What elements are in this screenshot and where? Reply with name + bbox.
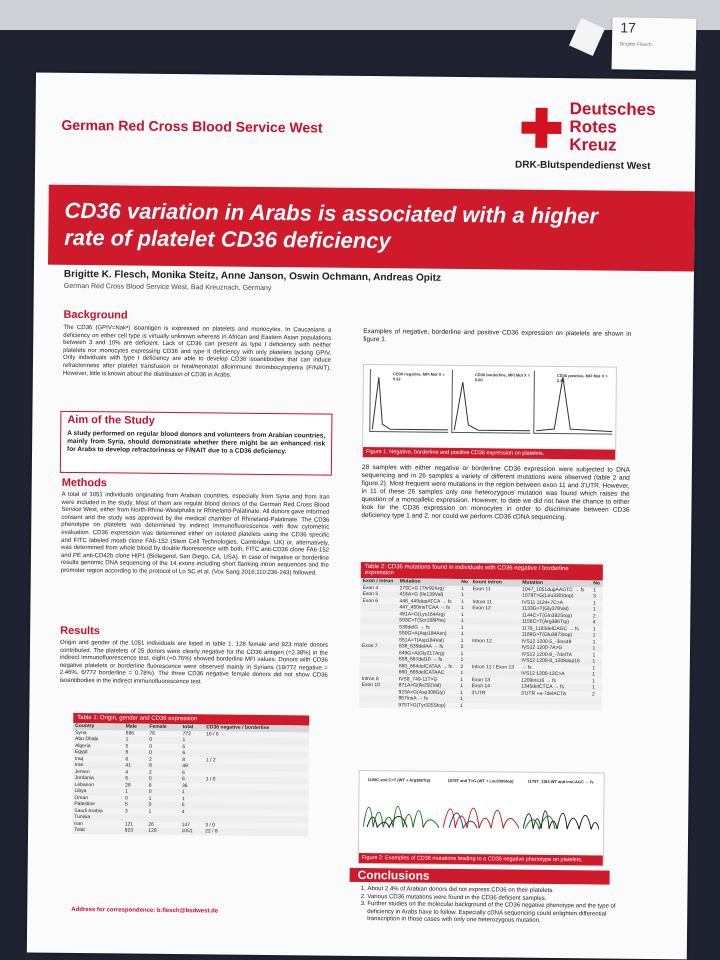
logo-subtitle: DRK-Blutspendedienst West xyxy=(515,159,651,172)
table-cell xyxy=(589,703,602,711)
table-cell: 447_450insTCAA → fs xyxy=(399,604,451,611)
conclusions-band: Conclusions xyxy=(349,867,610,885)
histogram-borderline: CD36 borderline, MFI Mol X = 0.60 xyxy=(451,369,531,434)
table-cell xyxy=(518,703,590,711)
correspondence-address: Address for correspondence: b.flesch@bsd… xyxy=(71,906,219,915)
poster-number: 17 xyxy=(620,19,636,36)
table-cell: 1051 xyxy=(181,828,193,835)
figure-1-caption: Figure 1: Negative, borderline and posit… xyxy=(363,446,616,460)
background-heading: Background xyxy=(63,308,128,322)
table-cell xyxy=(359,701,397,709)
methods-text: A total of 1051 individuals originating … xyxy=(60,491,330,577)
results-heading: Results xyxy=(60,624,100,638)
chromatogram-3: 1179T_1183 WT and insCAGC → fs xyxy=(522,779,600,836)
table-cell: 1 xyxy=(457,702,470,710)
histogram-positive: CD36 positive, MFI Mol X = 2.46 xyxy=(533,370,613,435)
table-cell: 923 xyxy=(124,827,134,834)
conclusion-item: Further studies on the molecular backgro… xyxy=(367,901,617,926)
aim-text: A study performed on regular blood donor… xyxy=(67,429,326,456)
histogram-negative-curve xyxy=(371,377,449,431)
histogram-negative: CD36 negative, MFI Mol X = 0.32 xyxy=(369,369,449,433)
poster-number-tag: 17 Brigitte Flesch xyxy=(611,17,697,71)
conclusions-heading: Conclusions xyxy=(357,867,430,883)
sequencing-text: 28 samples with either negative or borde… xyxy=(361,463,630,522)
red-cross-logo-icon xyxy=(521,107,562,148)
table-header-cell: Exon / intron xyxy=(360,577,398,585)
table-cell: Total xyxy=(74,826,85,834)
table-2: Table 2: CD36 mutations found in individ… xyxy=(359,561,603,711)
figure-1: CD36 negative, MFI Mol X = 0.32 CD36 bor… xyxy=(361,363,617,461)
table-row: 975T>G(Tyr325Stop) 1 xyxy=(359,701,602,711)
table-cell xyxy=(469,702,519,710)
aim-box: Aim of the Study A study performed on re… xyxy=(59,410,333,476)
table-2-body: Exon 4 275C>G (Thr92Arg) 1 Exon 11 1047_1051… xyxy=(359,584,603,711)
methods-heading: Methods xyxy=(61,476,108,490)
organization-name: German Red Cross Blood Service West xyxy=(61,116,323,136)
presenter-name: Brigitte Flesch xyxy=(619,41,652,48)
chromatogram-1-trace xyxy=(362,805,440,829)
background-text: The CD36 (GPIV=Nakᵃ) isoantigen is expre… xyxy=(62,324,332,379)
table-1: Table 1: Origin, gender and CD36 express… xyxy=(72,712,310,836)
table-cell: Intron 12 / Exon 13 xyxy=(469,663,520,671)
title-band: CD36 variation in Arabs is associated wi… xyxy=(48,184,695,272)
authors: Brigitte K. Flesch, Monika Steitz, Anne … xyxy=(63,268,442,284)
conclusions-list: About 2.4% of Arabian donors did not exp… xyxy=(357,886,617,927)
table-cell: 22 / 8 xyxy=(205,828,218,835)
table-row: Total 923 128 1051 22 / 8 xyxy=(72,827,308,836)
results-text: Origin and gender of the 1051 individual… xyxy=(59,639,329,686)
figure-1-intro: Examples of negative, borderline and pos… xyxy=(363,327,632,343)
table-cell: 128 xyxy=(148,827,157,834)
chromatogram-2: 1079T and T>G (WT + Leu330Stop) xyxy=(442,778,520,835)
figure-2-caption: Figure 2: Examples of CD36 mutations lea… xyxy=(358,852,603,866)
chromatogram-3-trace xyxy=(522,810,600,831)
logo-text: Deutsches Rotes Kreuz xyxy=(569,99,656,155)
poster: German Red Cross Blood Service West Deut… xyxy=(26,72,696,960)
chromatogram-2-trace xyxy=(442,807,520,830)
aim-heading: Aim of the Study xyxy=(67,413,155,427)
figure-2: 1109C and C>T (WT + Arg386Trp) 1079T and… xyxy=(357,769,605,867)
poster-title: CD36 variation in Arabs is associated wi… xyxy=(64,197,599,254)
affiliation: German Red Cross Blood Service West, Bad… xyxy=(63,282,272,293)
table-cell: 975T>G(Tyr325Stop) xyxy=(396,701,459,709)
histogram-borderline-curve xyxy=(453,381,531,432)
histogram-positive-curve xyxy=(536,376,613,433)
chromatogram-1: 1109C and C>T (WT + Arg386Trp) xyxy=(362,777,440,834)
table-1-body: Syria 696 76 772 16 / 6 Abu Dhabi 1 0 1 Algeria 5 0… xyxy=(72,729,310,836)
